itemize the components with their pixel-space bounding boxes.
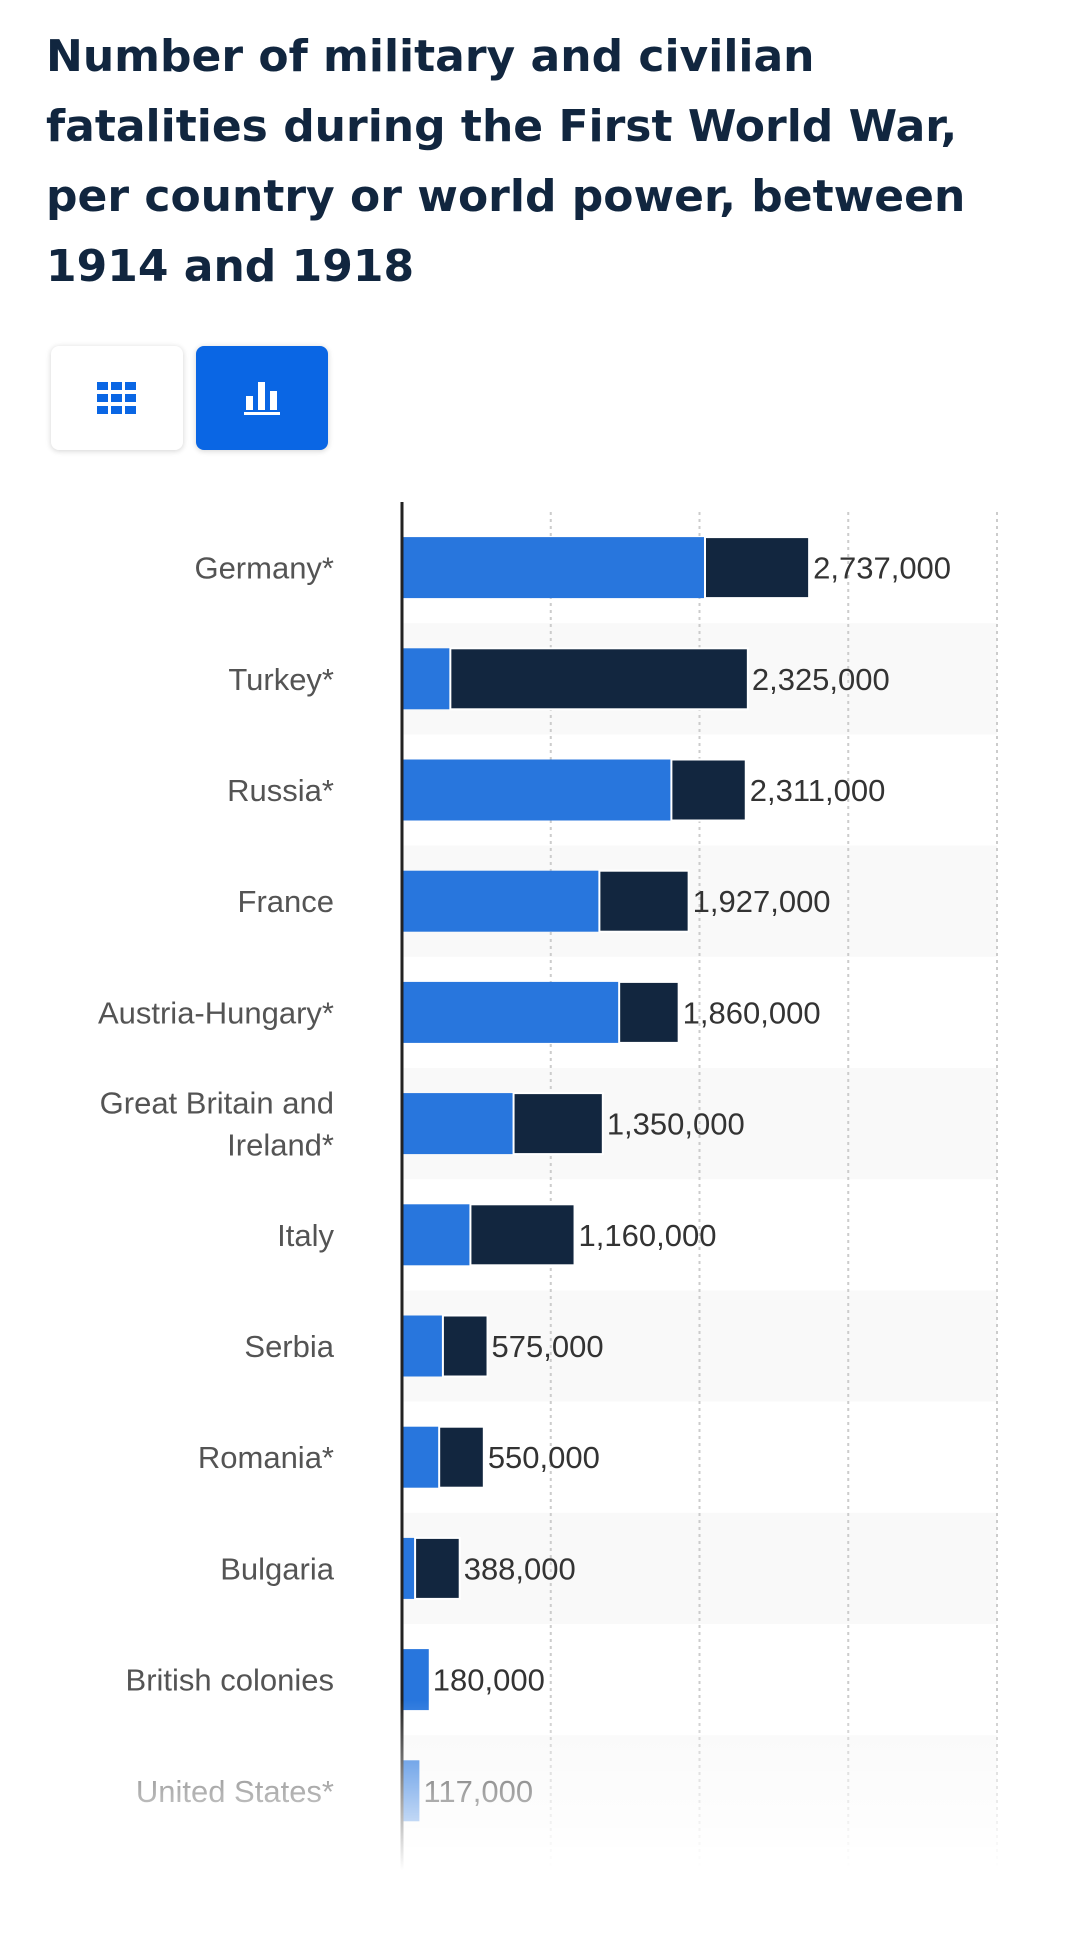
value-label: 2,737,000 — [813, 551, 951, 586]
bar-military — [402, 648, 451, 710]
category-label: Italy — [277, 1218, 334, 1253]
category-label: Russia* — [227, 773, 334, 808]
category-label: Serbia — [244, 1329, 334, 1364]
bar-civilian — [618, 980, 680, 1044]
grid-table-icon — [97, 382, 136, 414]
bar-civilian — [449, 647, 749, 711]
value-label: 180,000 — [433, 1663, 545, 1698]
chart-title: Number of military and civilian fataliti… — [46, 31, 966, 292]
category-label: Romania* — [198, 1440, 334, 1475]
bar-civilian — [469, 1203, 576, 1267]
value-label: 117,000 — [423, 1774, 533, 1809]
value-label: 575,000 — [492, 1329, 604, 1364]
bar-civilian — [414, 1536, 461, 1600]
category-label: British colonies — [126, 1663, 334, 1698]
bar-civilian — [670, 758, 747, 822]
value-label: 2,325,000 — [752, 662, 890, 697]
bar-military — [402, 870, 600, 932]
value-label: 388,000 — [464, 1551, 576, 1586]
category-label: Germany* — [194, 551, 334, 586]
bar-military — [402, 759, 672, 821]
chart-view-button[interactable] — [196, 346, 328, 450]
bar-military — [402, 1760, 420, 1822]
bar-chart-icon — [244, 382, 280, 415]
bar-military — [402, 1093, 514, 1155]
bar-civilian — [512, 1092, 604, 1156]
category-label: Austria-Hungary* — [98, 995, 334, 1030]
bar-military — [402, 537, 706, 599]
value-label: 1,160,000 — [579, 1218, 717, 1253]
value-label: 1,927,000 — [693, 884, 831, 919]
value-label: 1,350,000 — [607, 1107, 745, 1142]
category-label: France — [238, 884, 334, 919]
category-label: Bulgaria — [220, 1551, 334, 1586]
value-label: 550,000 — [488, 1440, 600, 1475]
value-label: 2,311,000 — [750, 773, 886, 808]
bar-military — [402, 1649, 429, 1711]
value-label: 1,860,000 — [683, 995, 821, 1030]
bar-military — [402, 1426, 440, 1488]
bar-military — [402, 1204, 471, 1266]
bar-civilian — [704, 536, 811, 600]
bar-civilian — [441, 1314, 489, 1378]
bar-military — [402, 1315, 443, 1377]
category-label: United States* — [136, 1774, 334, 1809]
category-label: Great Britain and Ireland* — [100, 1086, 334, 1163]
bar-civilian — [598, 869, 690, 933]
bar-civilian — [438, 1425, 485, 1489]
bar-military — [402, 1537, 416, 1599]
bar-military — [402, 981, 620, 1043]
category-label: Turkey* — [228, 662, 334, 697]
table-view-button[interactable] — [51, 346, 183, 450]
